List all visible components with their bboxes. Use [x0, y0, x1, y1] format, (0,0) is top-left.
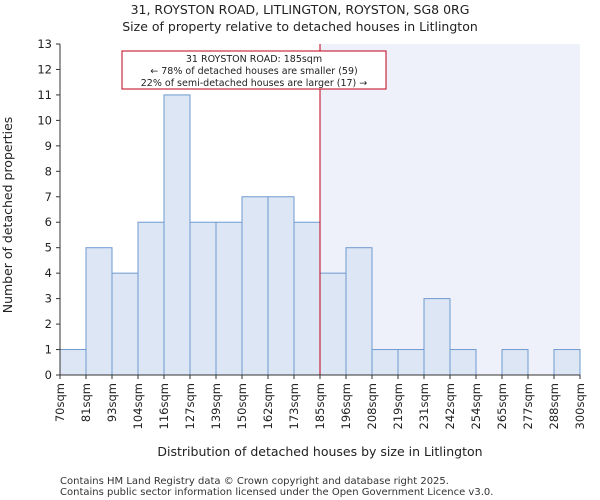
x-tick-label-116sqm: 116sqm	[157, 383, 171, 429]
x-tick-label-208sqm: 208sqm	[365, 383, 379, 429]
x-tick-label-265sqm: 265sqm	[495, 383, 509, 429]
y-tick-label-7: 7	[45, 190, 52, 204]
x-tick-label-139sqm: 139sqm	[209, 383, 223, 429]
x-tick-label-173sqm: 173sqm	[287, 383, 301, 429]
y-axis-label: Number of detached properties	[0, 117, 15, 314]
x-tick-label-70sqm: 70sqm	[53, 383, 67, 422]
y-tick-label-12: 12	[37, 62, 52, 76]
bar-196sqm	[345, 247, 373, 376]
annotation-line-2: ← 78% of detached houses are smaller (59…	[150, 66, 357, 77]
annotation-line-3: 22% of semi-detached houses are larger (…	[141, 78, 368, 89]
chart-subtitle: Size of property relative to detached ho…	[122, 19, 478, 34]
x-tick-label-127sqm: 127sqm	[183, 383, 197, 429]
x-tick-label-93sqm: 93sqm	[105, 383, 119, 422]
x-tick-label-242sqm: 242sqm	[443, 383, 457, 429]
y-tick-label-5: 5	[45, 241, 52, 255]
bar-116sqm	[163, 94, 191, 376]
annotation-box	[121, 50, 387, 90]
y-tick-label-3: 3	[45, 292, 52, 306]
bar-93sqm	[111, 272, 139, 376]
y-tick-label-2: 2	[45, 317, 52, 331]
x-tick-label-277sqm: 277sqm	[521, 383, 535, 429]
footer-line-2: Contains public sector information licen…	[60, 487, 493, 498]
x-tick-label-150sqm: 150sqm	[235, 383, 249, 429]
x-tick-label-185sqm: 185sqm	[313, 383, 327, 429]
y-tick-label-9: 9	[45, 139, 52, 153]
chart-title: 31, ROYSTON ROAD, LITLINGTON, ROYSTON, S…	[131, 2, 470, 17]
bar-150sqm	[241, 196, 269, 376]
bar-81sqm	[85, 247, 113, 376]
bar-208sqm	[371, 349, 399, 376]
bar-185sqm	[319, 272, 347, 376]
y-tick-label-10: 10	[37, 113, 52, 127]
y-tick-label-6: 6	[45, 215, 52, 229]
bar-127sqm	[189, 221, 217, 376]
x-tick-label-300sqm: 300sqm	[573, 383, 587, 429]
x-tick-label-288sqm: 288sqm	[547, 383, 561, 429]
bar-70sqm	[59, 349, 87, 376]
x-tick-label-219sqm: 219sqm	[391, 383, 405, 429]
footer-line-1: Contains HM Land Registry data © Crown c…	[60, 476, 449, 487]
bar-104sqm	[137, 221, 165, 376]
bar-173sqm	[293, 221, 321, 376]
y-tick-label-11: 11	[37, 88, 52, 102]
bar-219sqm	[397, 349, 425, 376]
x-tick-label-231sqm: 231sqm	[417, 383, 431, 429]
bar-242sqm	[449, 349, 477, 376]
x-tick-label-254sqm: 254sqm	[469, 383, 483, 429]
y-tick-label-8: 8	[45, 164, 52, 178]
x-tick-label-81sqm: 81sqm	[79, 383, 93, 422]
y-tick-label-4: 4	[45, 266, 52, 280]
y-tick-label-0: 0	[45, 368, 52, 382]
x-axis: 70sqm 81sqm 93sqm 104sqm 116sqm 127sqm 139sqm 1…	[53, 374, 587, 429]
x-tick-label-196sqm: 196sqm	[339, 383, 353, 429]
bar-231sqm	[423, 298, 451, 376]
bar-162sqm	[267, 196, 295, 376]
bar-288sqm	[553, 349, 581, 376]
x-axis-label: Distribution of detached houses by size …	[157, 444, 482, 459]
annotation-line-1: 31 ROYSTON ROAD: 185sqm	[186, 54, 322, 65]
y-tick-label-13: 13	[37, 37, 52, 51]
bar-265sqm	[501, 349, 529, 376]
x-tick-label-104sqm: 104sqm	[131, 383, 145, 429]
x-tick-label-162sqm: 162sqm	[261, 383, 275, 429]
bar-139sqm	[215, 221, 243, 376]
bars-group	[59, 94, 581, 376]
y-tick-label-1: 1	[45, 343, 52, 357]
